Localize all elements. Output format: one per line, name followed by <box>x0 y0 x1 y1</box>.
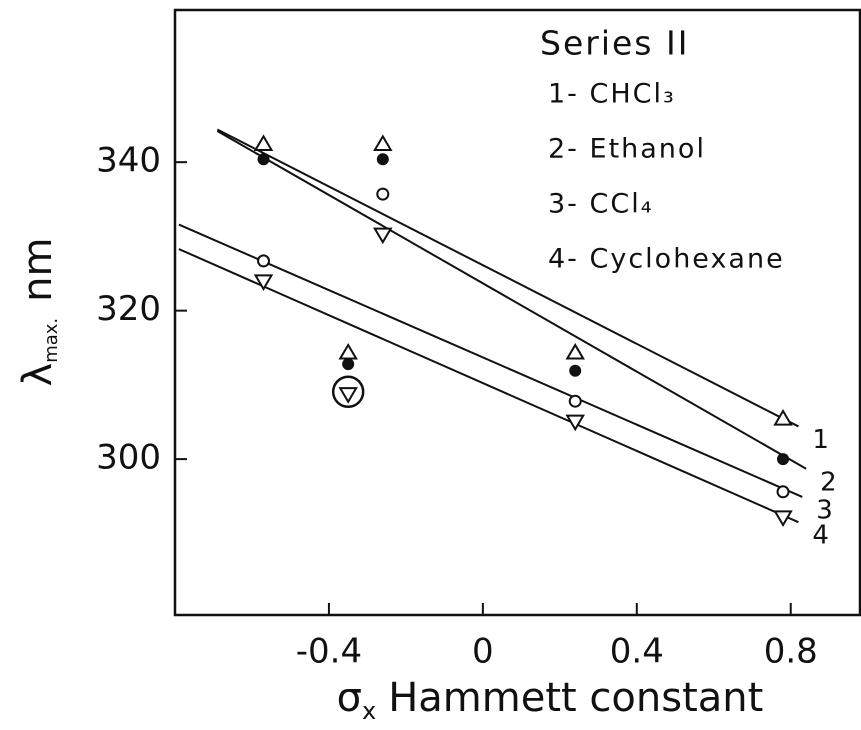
y-label-symbol: λ <box>15 363 61 387</box>
point <box>253 274 274 291</box>
y-label-subscript: max. <box>41 318 62 363</box>
point <box>373 134 393 151</box>
legend-title: Series II <box>540 24 689 63</box>
y-axis-label: λmax. nm <box>15 238 62 387</box>
point <box>773 409 793 426</box>
line-label: 2 <box>820 467 837 497</box>
point <box>776 485 790 499</box>
point <box>376 187 390 201</box>
point <box>773 510 793 527</box>
point <box>568 394 582 408</box>
fit-line <box>178 223 803 498</box>
x-tick-label: 0.8 <box>764 632 818 672</box>
legend-label: 1- CHCl₃ <box>548 79 676 110</box>
x-axis-label: σx Hammett constant <box>337 675 764 725</box>
point <box>565 414 585 432</box>
y-tick-label: 300 <box>96 438 161 478</box>
point <box>376 153 389 166</box>
point <box>253 134 274 151</box>
plot-frame <box>173 8 861 617</box>
point <box>569 364 582 377</box>
fit-line <box>216 130 807 470</box>
legend-label: 3- CCl₄ <box>548 189 654 220</box>
x-label-symbol: σ <box>337 675 362 721</box>
fit-line <box>178 248 799 524</box>
x-tick-label: 0.4 <box>610 632 664 672</box>
legend-label: 2- Ethanol <box>548 134 706 165</box>
y-label-unit: nm <box>15 238 61 302</box>
point <box>342 358 355 371</box>
x-tick-label: 0 <box>472 632 494 672</box>
line-label: 1 <box>812 425 829 455</box>
x-tick-label: -0.4 <box>296 632 362 672</box>
y-tick-label: 340 <box>96 141 161 181</box>
point <box>777 453 790 466</box>
y-tick-label: 320 <box>96 289 161 329</box>
x-label-text: Hammett constant <box>388 675 763 721</box>
highlight-ring <box>331 375 365 409</box>
point <box>373 227 393 245</box>
point <box>257 254 271 268</box>
legend-label: 4- Cyclohexane <box>548 244 785 275</box>
point <box>565 342 585 360</box>
point <box>257 153 270 166</box>
fit-line <box>216 128 799 428</box>
point <box>338 387 358 404</box>
x-label-subscript: x <box>362 697 376 725</box>
line-label: 3 <box>816 495 833 525</box>
line-label: 4 <box>812 521 829 551</box>
point <box>338 342 358 360</box>
